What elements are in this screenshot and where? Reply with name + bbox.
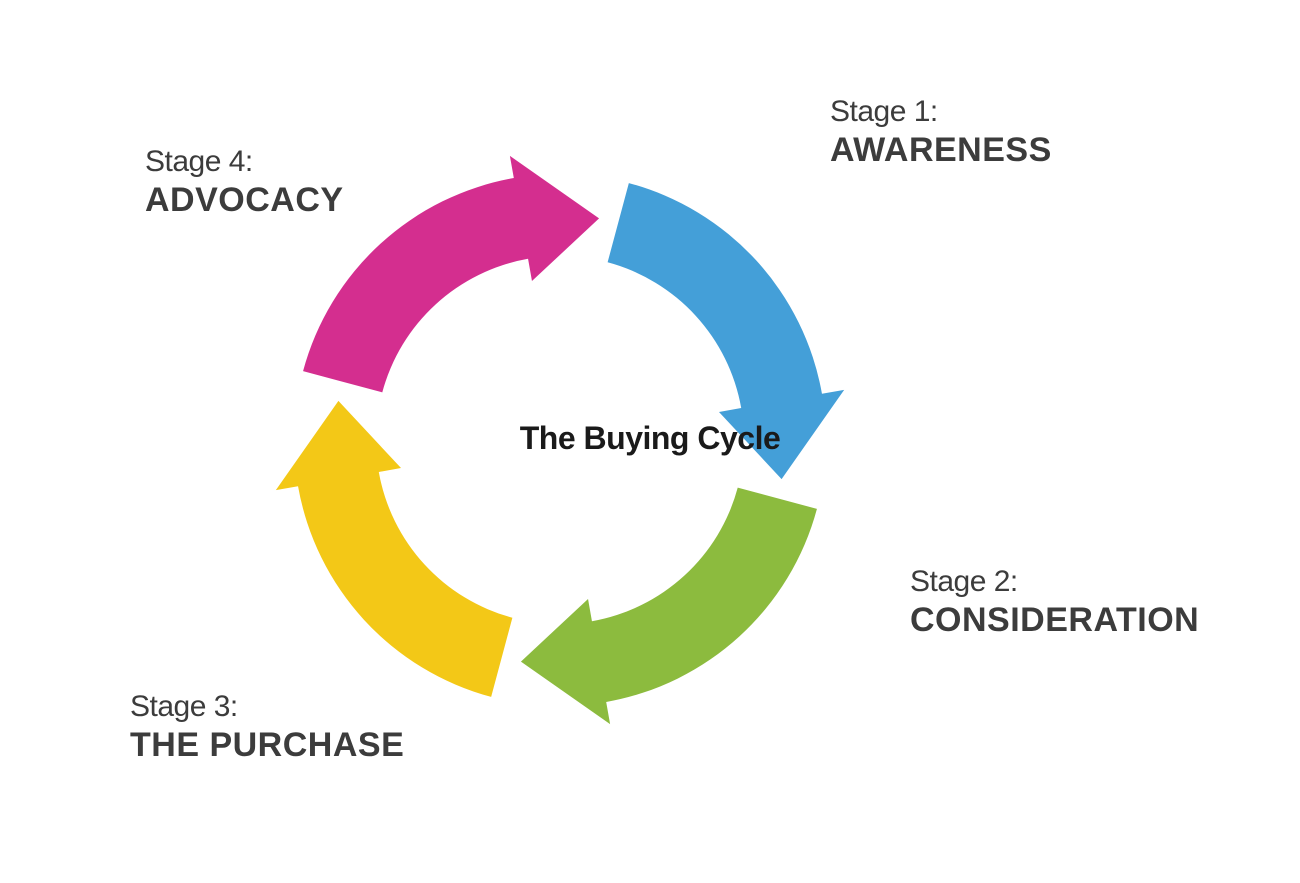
stage-4-num: Stage 4: [145,145,344,179]
cycle-arrow [276,401,513,697]
stage-2-num: Stage 2: [910,565,1199,599]
stage-3-num: Stage 3: [130,690,404,724]
center-title: The Buying Cycle [520,419,781,456]
stage-2-label: Stage 2: CONSIDERATION [910,565,1199,640]
stage-1-label: Stage 1: AWARENESS [830,95,1052,170]
stage-3-label: Stage 3: THE PURCHASE [130,690,404,765]
stage-4-label: Stage 4: ADVOCACY [145,145,344,220]
stage-1-name: AWARENESS [830,131,1052,170]
buying-cycle-diagram: The Buying Cycle Stage 1: AWARENESS Stag… [0,0,1300,883]
stage-1-num: Stage 1: [830,95,1052,129]
stage-3-name: THE PURCHASE [130,726,404,765]
stage-4-name: ADVOCACY [145,181,344,220]
cycle-arrow [303,156,599,393]
cycle-arrow [521,488,817,725]
stage-2-name: CONSIDERATION [910,601,1199,640]
